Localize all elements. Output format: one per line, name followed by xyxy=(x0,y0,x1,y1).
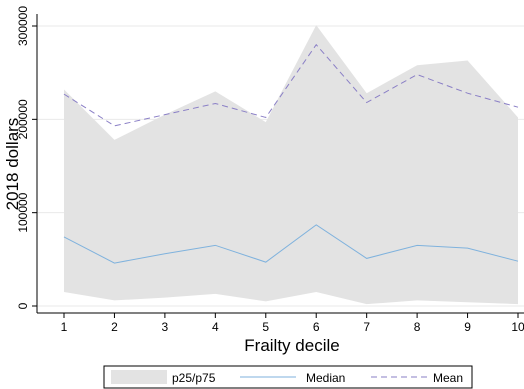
x-tick-label-7: 7 xyxy=(363,320,370,334)
legend-swatch-band xyxy=(111,370,167,384)
series-line-mean xyxy=(63,43,519,127)
y-axis-label: 2018 dollars xyxy=(3,118,22,211)
x-tick-label-5: 5 xyxy=(262,320,269,334)
y-ticks: 0 100000 200000 300000 xyxy=(16,6,37,309)
x-tick-label-3: 3 xyxy=(162,320,169,334)
x-ticks: 1 2 3 4 5 6 7 8 9 10 xyxy=(61,313,524,334)
legend-label-band: p25/p75 xyxy=(172,371,216,385)
y-tick-label-3: 300000 xyxy=(16,6,30,46)
y-tick-label-2: 200000 xyxy=(16,99,30,139)
x-tick-label-6: 6 xyxy=(313,320,320,334)
series-line-median xyxy=(63,224,519,264)
x-tick-label-10: 10 xyxy=(511,320,524,334)
y-tick-label-0: 0 xyxy=(16,302,30,309)
x-tick-label-1: 1 xyxy=(61,320,68,334)
x-tick-label-2: 2 xyxy=(111,320,118,334)
x-axis-label: Frailty decile xyxy=(244,336,339,355)
y-tick-label-1: 100000 xyxy=(16,192,30,232)
x-tick-label-9: 9 xyxy=(464,320,471,334)
band-layer xyxy=(64,25,518,305)
x-tick-label-4: 4 xyxy=(212,320,219,334)
legend: p25/p75 Median Mean xyxy=(103,365,473,389)
legend-label-median: Median xyxy=(306,371,345,385)
axes xyxy=(36,14,524,314)
band-p25-p75 xyxy=(64,25,518,305)
legend-label-mean: Mean xyxy=(433,371,463,385)
x-tick-label-8: 8 xyxy=(414,320,421,334)
series-layer xyxy=(63,43,519,264)
